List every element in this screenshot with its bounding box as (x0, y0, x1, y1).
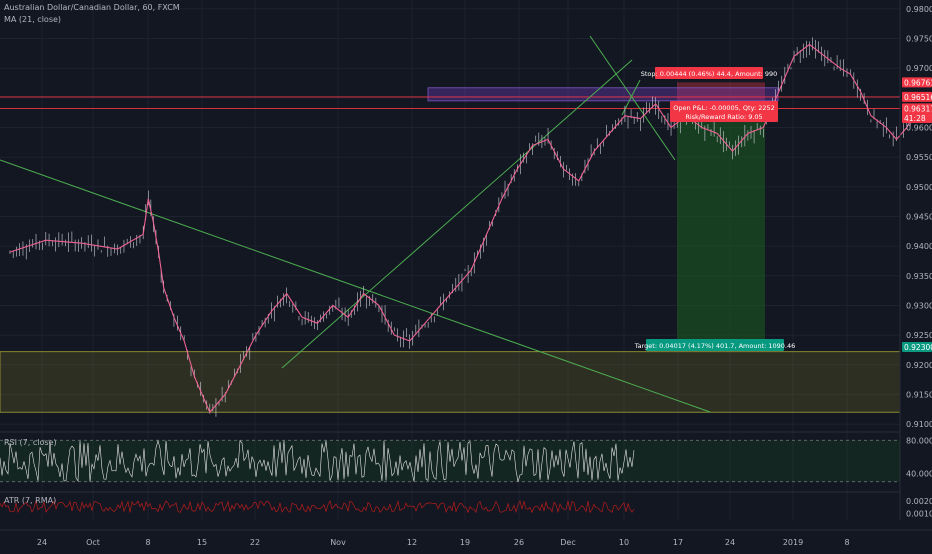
atr-title: ATR (7, RMA) (4, 496, 56, 505)
stop-label (655, 67, 763, 79)
rsi-tick: 80.0000 (906, 436, 932, 445)
target-label-text: Target: 0.04017 (4.17%) 401.7, Amount: 1… (634, 342, 796, 350)
rsi-title: RSI (7, close) (4, 438, 57, 447)
price-tag-4 (902, 103, 932, 114)
resistance-box (427, 87, 779, 102)
x-tick-label: 22 (250, 538, 260, 547)
x-tick-label: 24 (725, 538, 735, 547)
price-tag-3 (902, 113, 932, 124)
x-tick-label: 26 (514, 538, 524, 547)
atr-tick: 0.0010 (906, 510, 932, 519)
x-tick-label: 2019 (783, 538, 803, 547)
pnl-label (670, 101, 778, 122)
rsi-tick: 40.0000 (906, 469, 932, 478)
stop-label-text: Stop: 0.00444 (0.46%) 44.4, Amount: 990 (641, 70, 778, 78)
x-tick-label: 17 (673, 538, 683, 547)
target-zone (677, 108, 765, 347)
trendline-1 (281, 59, 633, 369)
x-tick-label: Oct (86, 538, 100, 547)
target-label (646, 339, 784, 351)
price-tag-label: 0.96516 (904, 93, 932, 102)
ma-line (9, 43, 918, 414)
price-tag-label: 41:28 (904, 114, 926, 123)
atr-line (0, 500, 635, 514)
x-tick-label: 8 (145, 538, 150, 547)
rsi-line (0, 439, 635, 482)
price-tag-5 (902, 341, 932, 352)
pnl-label-text: Risk/Reward Ratio: 9.05 (685, 113, 762, 121)
x-tick-label: 24 (37, 538, 47, 547)
pnl-label-text: Open P&L: -0.00005, Qty: 2252 (673, 104, 775, 112)
support-zone (0, 351, 901, 413)
atr-tick: 0.0020 (906, 497, 932, 506)
x-tick-label: Nov (330, 538, 346, 547)
x-tick-label: 10 (619, 538, 629, 547)
trendline-2 (589, 35, 676, 161)
x-tick-label: 15 (197, 538, 207, 547)
x-tick-label: Dec (560, 538, 575, 547)
price-tag-label: 0.96317 (904, 105, 932, 114)
price-tag-1 (902, 91, 932, 102)
x-tick-label: 19 (460, 538, 470, 547)
trendline-0 (0, 159, 711, 413)
x-tick-label: 12 (407, 538, 417, 547)
chart-title: Australian Dollar/Canadian Dollar, 60, F… (4, 3, 180, 12)
price-tag-0 (902, 77, 932, 88)
price-tag-label: 0.96761 (904, 78, 932, 87)
ma-legend: MA (21, close) (4, 15, 62, 24)
x-tick-label: 8 (844, 538, 849, 547)
price-tag-label: 0.92300 (904, 343, 932, 352)
